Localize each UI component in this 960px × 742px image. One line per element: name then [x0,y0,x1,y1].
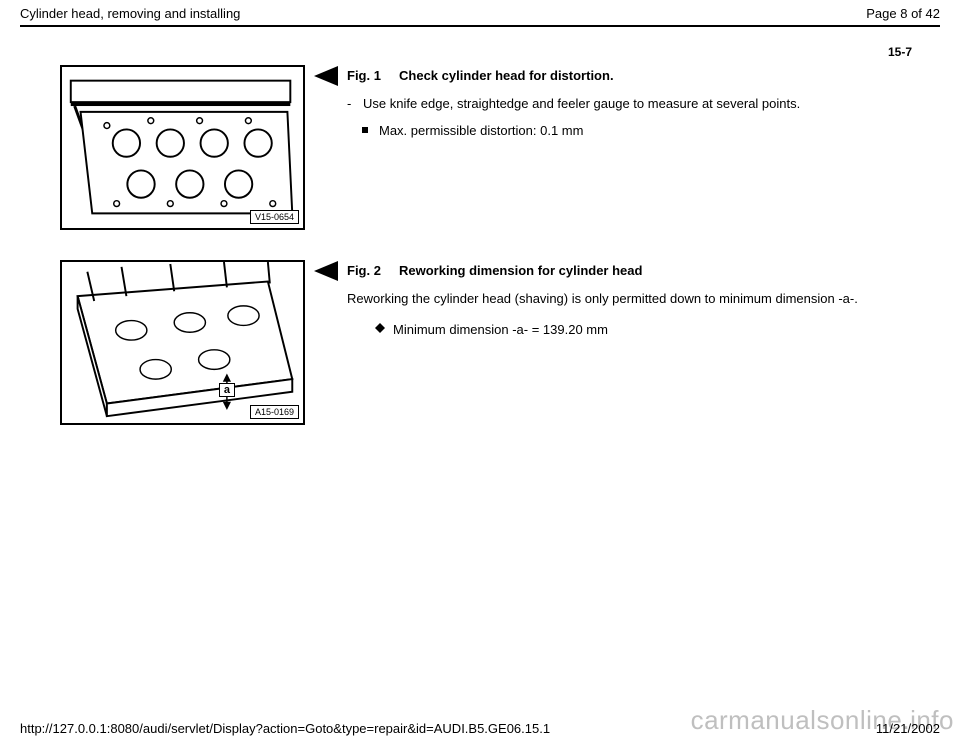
arrow-icon-2 [305,260,347,282]
figure-1-caption: Fig. 1 Check cylinder head for distortio… [347,67,920,85]
figure-1-title: Check cylinder head for distortion. [399,68,614,83]
dash-marker-icon: - [347,95,363,113]
figure-2-svg [62,262,303,423]
page-root: Cylinder head, removing and installing P… [0,0,960,742]
subpoint-text: Max. permissible distortion: 0.1 mm [379,122,583,140]
square-bullet-icon [361,122,379,138]
figure-1-subpoints: Max. permissible distortion: 0.1 mm [361,122,920,140]
figure-2-label: Fig. 2 [347,263,381,278]
instruction-text: Use knife edge, straightedge and feeler … [363,95,920,113]
footer-date: 11/21/2002 [876,721,940,736]
left-triangle-icon [312,260,340,282]
figure-2-caption: Fig. 2 Reworking dimension for cylinder … [347,262,920,280]
header-page-label: Page 8 of 42 [866,6,940,21]
figure-block-2: a A15-0169 Fig. 2 Reworking dimension fo… [60,260,920,425]
diamond-bullet-icon [375,321,393,337]
footer-url: http://127.0.0.1:8080/audi/servlet/Displ… [20,721,550,736]
figure-2-paragraph: Reworking the cylinder head (shaving) is… [347,290,920,308]
figure-1-text: Fig. 1 Check cylinder head for distortio… [347,65,920,148]
figure-2-text: Fig. 2 Reworking dimension for cylinder … [347,260,920,347]
figure-block-1: V15-0654 Fig. 1 Check cylinder head for … [60,65,920,230]
figure-1-id: V15-0654 [250,210,299,224]
content-area: V15-0654 Fig. 1 Check cylinder head for … [0,65,960,425]
figure-2-dimension-a: a [219,383,235,397]
figure-2-id: A15-0169 [250,405,299,419]
figure-2-title: Reworking dimension for cylinder head [399,263,642,278]
figure-1-label: Fig. 1 [347,68,381,83]
subpoint-item: Max. permissible distortion: 0.1 mm [361,122,920,140]
subpoint-text: Minimum dimension -a- = 139.20 mm [393,321,608,339]
page-footer: http://127.0.0.1:8080/audi/servlet/Displ… [0,721,960,736]
page-header: Cylinder head, removing and installing P… [0,0,960,25]
instruction-item: - Use knife edge, straightedge and feele… [347,95,920,113]
figure-1-instructions: - Use knife edge, straightedge and feele… [347,95,920,113]
subpoint-item: Minimum dimension -a- = 139.20 mm [375,321,920,339]
figure-1-image: V15-0654 [60,65,305,230]
figure-2-subpoints: Minimum dimension -a- = 139.20 mm [375,321,920,339]
figure-2-image: a A15-0169 [60,260,305,425]
section-number: 15-7 [0,27,960,65]
arrow-icon-1 [305,65,347,87]
figure-1-svg [62,67,303,228]
left-triangle-icon [312,65,340,87]
header-title: Cylinder head, removing and installing [20,6,240,21]
